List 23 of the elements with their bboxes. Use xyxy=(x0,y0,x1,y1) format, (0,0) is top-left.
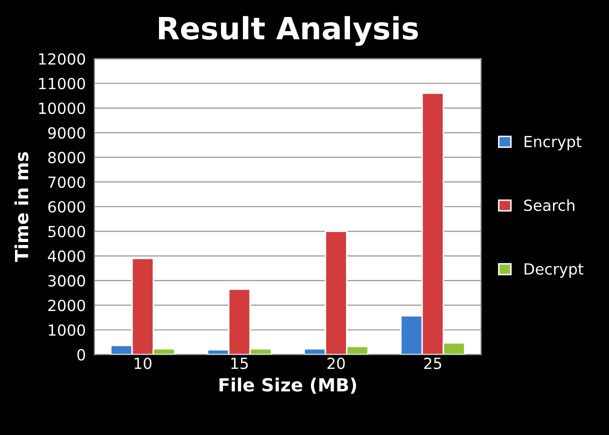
chart-title: Result Analysis xyxy=(158,16,418,46)
x-axis-title: File Size (MB) xyxy=(220,378,356,394)
x-tick-label: 25 xyxy=(424,358,442,370)
y-tick-label: 2000 xyxy=(48,300,86,312)
y-tick-label: 11000 xyxy=(39,78,86,90)
y-tick-label: 4000 xyxy=(48,250,86,262)
y-tick-label: 1000 xyxy=(48,324,86,336)
y-tick-label: 0 xyxy=(77,348,86,361)
y-axis-title: Time in ms xyxy=(14,152,28,262)
y-tick-label: 3000 xyxy=(48,275,86,287)
x-tick-label: 20 xyxy=(327,358,345,370)
y-tick-label: 6000 xyxy=(48,201,86,213)
legend-label: Search xyxy=(524,199,574,212)
y-tick-label: 9000 xyxy=(48,127,86,139)
y-tick-label: 12000 xyxy=(39,53,86,65)
x-tick-label: 15 xyxy=(231,358,248,370)
x-tick-label: 10 xyxy=(134,358,152,370)
y-tick-label: 8000 xyxy=(48,152,86,164)
y-tick-label: 5000 xyxy=(48,226,86,238)
y-tick-label: 7000 xyxy=(48,176,86,188)
legend-label: Decrypt xyxy=(524,263,584,278)
y-tick-label: 10000 xyxy=(39,102,86,114)
legend-label: Encrypt xyxy=(524,136,582,150)
